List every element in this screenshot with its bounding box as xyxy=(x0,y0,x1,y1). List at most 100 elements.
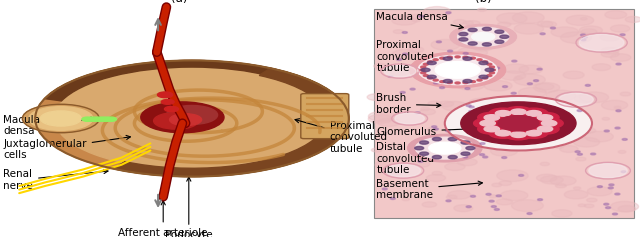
Circle shape xyxy=(470,57,476,59)
Text: Renal
nerve: Renal nerve xyxy=(3,169,108,191)
Circle shape xyxy=(498,116,539,131)
Circle shape xyxy=(440,81,445,83)
Circle shape xyxy=(446,195,457,199)
Circle shape xyxy=(164,106,179,112)
Circle shape xyxy=(601,47,619,54)
Circle shape xyxy=(453,70,464,74)
Circle shape xyxy=(154,113,198,129)
Circle shape xyxy=(585,84,590,86)
Circle shape xyxy=(480,120,495,126)
Circle shape xyxy=(54,68,330,169)
Circle shape xyxy=(616,110,621,112)
Circle shape xyxy=(499,108,504,110)
Circle shape xyxy=(484,126,499,132)
Circle shape xyxy=(535,118,563,128)
Text: Macula densa: Macula densa xyxy=(376,12,463,29)
Circle shape xyxy=(408,47,424,52)
Circle shape xyxy=(502,157,507,159)
Circle shape xyxy=(554,145,564,148)
Circle shape xyxy=(574,95,596,103)
Circle shape xyxy=(446,200,451,202)
Circle shape xyxy=(552,210,572,217)
Circle shape xyxy=(500,71,525,80)
Circle shape xyxy=(420,69,425,71)
Circle shape xyxy=(466,146,475,150)
Circle shape xyxy=(429,63,434,64)
Circle shape xyxy=(22,104,99,133)
Circle shape xyxy=(374,64,387,69)
Circle shape xyxy=(483,43,492,46)
Circle shape xyxy=(445,76,450,78)
Circle shape xyxy=(420,141,429,144)
Circle shape xyxy=(531,112,559,123)
Circle shape xyxy=(170,114,202,126)
Circle shape xyxy=(489,128,517,138)
Circle shape xyxy=(463,21,473,25)
Circle shape xyxy=(560,146,578,152)
Circle shape xyxy=(99,117,111,121)
Circle shape xyxy=(463,57,472,60)
Circle shape xyxy=(475,138,495,146)
Circle shape xyxy=(577,110,582,112)
Circle shape xyxy=(428,101,442,106)
Circle shape xyxy=(432,171,442,175)
Circle shape xyxy=(495,110,511,116)
Circle shape xyxy=(467,21,480,26)
Circle shape xyxy=(483,27,492,31)
Circle shape xyxy=(579,26,602,34)
Circle shape xyxy=(616,63,621,65)
Circle shape xyxy=(397,59,402,60)
Circle shape xyxy=(431,39,460,50)
Circle shape xyxy=(495,30,504,33)
Circle shape xyxy=(577,153,582,155)
Circle shape xyxy=(458,47,488,58)
Circle shape xyxy=(375,159,406,170)
Circle shape xyxy=(575,151,580,153)
Circle shape xyxy=(538,115,553,120)
Circle shape xyxy=(446,12,451,14)
Circle shape xyxy=(435,62,480,78)
Circle shape xyxy=(555,121,584,132)
Circle shape xyxy=(461,102,576,145)
Circle shape xyxy=(448,155,457,159)
Circle shape xyxy=(423,7,451,17)
Circle shape xyxy=(551,27,579,37)
Circle shape xyxy=(444,80,452,83)
Circle shape xyxy=(546,90,575,101)
Circle shape xyxy=(589,164,627,178)
Circle shape xyxy=(455,56,460,58)
Circle shape xyxy=(448,191,470,199)
Circle shape xyxy=(581,29,597,35)
Circle shape xyxy=(526,110,541,116)
Circle shape xyxy=(418,160,423,162)
Wedge shape xyxy=(114,68,349,177)
Circle shape xyxy=(483,156,488,158)
Wedge shape xyxy=(45,60,339,101)
Circle shape xyxy=(550,27,556,29)
Circle shape xyxy=(618,205,636,212)
Circle shape xyxy=(384,65,416,77)
Circle shape xyxy=(40,111,81,126)
Circle shape xyxy=(609,184,614,186)
Circle shape xyxy=(369,111,395,121)
Circle shape xyxy=(469,106,474,108)
Circle shape xyxy=(431,126,436,128)
Circle shape xyxy=(490,66,495,68)
Circle shape xyxy=(368,114,392,123)
Circle shape xyxy=(495,130,511,136)
Circle shape xyxy=(563,71,584,79)
Circle shape xyxy=(511,109,526,115)
Circle shape xyxy=(537,68,542,70)
Circle shape xyxy=(572,115,590,122)
Circle shape xyxy=(490,146,518,156)
Circle shape xyxy=(564,190,588,199)
Circle shape xyxy=(463,56,468,58)
Circle shape xyxy=(82,117,93,121)
Circle shape xyxy=(410,88,415,90)
Circle shape xyxy=(403,53,408,55)
Circle shape xyxy=(470,195,476,197)
Circle shape xyxy=(601,51,619,57)
Circle shape xyxy=(428,61,436,65)
Text: Proximal
convoluted
tubule: Proximal convoluted tubule xyxy=(376,40,441,73)
Circle shape xyxy=(614,106,621,109)
